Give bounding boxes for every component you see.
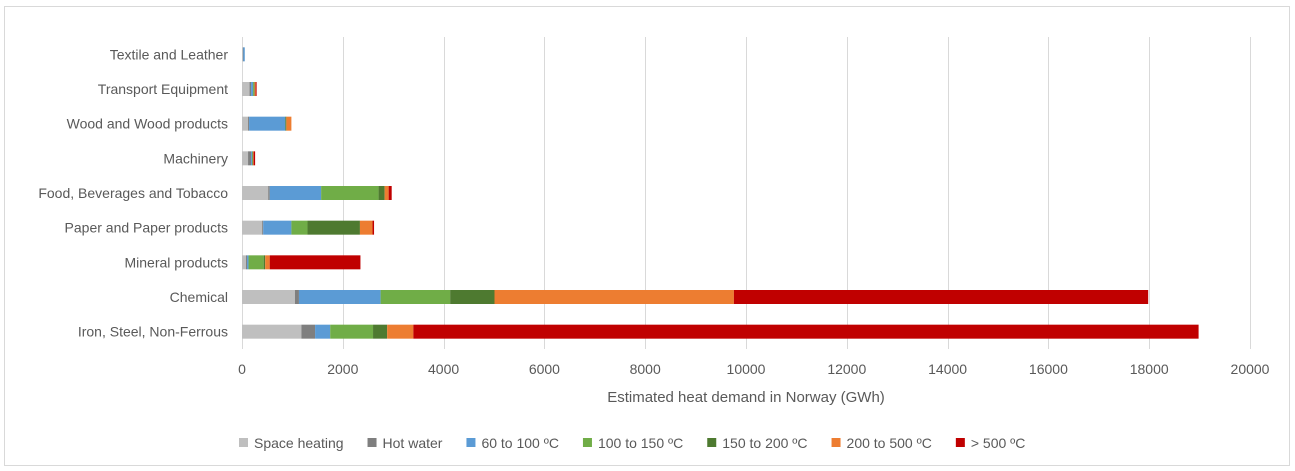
grid-lines: [242, 37, 1251, 349]
bar-segment: [269, 186, 322, 200]
bar-segment: [380, 290, 451, 304]
legend-swatch: [707, 438, 717, 447]
bar-segment: [242, 324, 302, 339]
category-label: Chemical: [170, 289, 228, 305]
bar-segment: [243, 47, 245, 62]
legend-swatch: [831, 438, 841, 447]
bar-segment: [494, 290, 734, 304]
bar-segment: [388, 186, 392, 200]
bar-segment: [450, 290, 495, 304]
legend: Space heating Hot water 60 to 100 ºC 100 to…: [239, 435, 1025, 451]
bar-segment: [252, 151, 254, 166]
bar-segment: [251, 151, 253, 166]
stacked-bar-chart: Textile and Leather Transport Equipment Wo…: [38, 37, 1270, 451]
bar-segment: [242, 82, 250, 96]
bar-segment: [413, 324, 1199, 339]
legend-label: > 500 ºC: [971, 435, 1026, 451]
bar-segment: [265, 255, 270, 270]
bar-segment: [243, 47, 244, 62]
bar-segment: [294, 290, 299, 304]
legend-label: 150 to 200 ºC: [722, 435, 807, 451]
bar-segment: [248, 151, 252, 166]
x-tick-label: 10000: [727, 361, 766, 377]
bar-segment: [252, 151, 253, 166]
bar-segment: [268, 186, 270, 200]
bar-segment: [251, 82, 254, 96]
category-label: Iron, Steel, Non-Ferrous: [78, 324, 228, 340]
category-label: Mineral products: [125, 254, 229, 270]
x-tick-label: 4000: [428, 361, 459, 377]
x-tick-label: 16000: [1029, 361, 1068, 377]
bar-segment: [262, 220, 264, 235]
bar-segment: [263, 220, 292, 235]
bar-segment: [249, 82, 252, 96]
legend-swatch: [239, 438, 248, 447]
category-label: Machinery: [163, 150, 228, 166]
x-tick-label: 2000: [327, 361, 358, 377]
bar-segment: [373, 324, 388, 339]
bar-segment: [248, 255, 264, 270]
category-label: Food, Beverages and Tobacco: [38, 185, 228, 201]
bar-segment: [242, 151, 249, 166]
bar-segment: [291, 220, 308, 235]
x-tick-labels: 0 2000 4000 6000 8000 10000 12000 14000 16000 180…: [238, 361, 1270, 377]
x-tick-label: 6000: [529, 361, 560, 377]
bar-segment: [263, 255, 266, 270]
bar-segment: [254, 82, 255, 96]
bars: [242, 47, 1199, 339]
bar-segment: [307, 220, 360, 235]
legend-swatch: [466, 438, 476, 447]
bar-segment: [253, 151, 254, 166]
category-labels: Textile and Leather Transport Equipment Wo…: [38, 46, 228, 339]
bar-segment: [253, 82, 255, 96]
category-label: Transport Equipment: [98, 81, 228, 97]
bar-segment: [247, 255, 249, 270]
bar-segment: [359, 220, 373, 235]
bar-segment: [315, 324, 331, 339]
bar-segment: [372, 220, 375, 235]
bar-segment: [253, 151, 256, 166]
bar-segment: [246, 255, 248, 270]
x-tick-label: 0: [238, 361, 246, 377]
chart-frame: Textile and Leather Transport Equipment Wo…: [4, 6, 1290, 466]
bar-segment: [249, 116, 286, 131]
bar-segment: [242, 255, 247, 270]
bar-segment: [242, 47, 244, 62]
bar-segment: [242, 220, 263, 235]
bar-segment: [285, 116, 287, 131]
category-label: Wood and Wood products: [67, 116, 228, 132]
legend-swatch: [582, 438, 592, 447]
bar-segment: [384, 186, 389, 200]
bar-segment: [733, 290, 1149, 304]
bar-segment: [242, 186, 269, 200]
bar-segment: [330, 324, 374, 339]
bar-segment: [387, 324, 414, 339]
bar-segment: [286, 116, 292, 131]
x-tick-label: 20000: [1231, 361, 1270, 377]
bar-segment: [269, 255, 361, 270]
bar-segment: [301, 324, 316, 339]
legend-label: 60 to 100 ºC: [481, 435, 559, 451]
bar-segment: [298, 290, 381, 304]
bar-segment: [242, 116, 249, 131]
x-axis-title: Estimated heat demand in Norway (GWh): [607, 389, 885, 406]
bar-segment: [254, 82, 256, 96]
category-label: Textile and Leather: [110, 46, 229, 62]
category-label: Paper and Paper products: [65, 220, 228, 236]
x-tick-label: 12000: [827, 361, 866, 377]
legend-swatch: [955, 438, 965, 447]
legend-label: 200 to 500 ºC: [847, 435, 932, 451]
x-tick-label: 18000: [1130, 361, 1169, 377]
bar-segment: [248, 116, 250, 131]
bar-segment: [242, 290, 295, 304]
bar-segment: [321, 186, 379, 200]
legend-label: 100 to 150 ºC: [598, 435, 683, 451]
legend-label: Space heating: [254, 435, 344, 451]
bar-segment: [255, 82, 257, 96]
x-tick-label: 14000: [928, 361, 967, 377]
bar-segment: [378, 186, 385, 200]
legend-swatch: [367, 438, 377, 447]
legend-label: Hot water: [383, 435, 443, 451]
x-tick-label: 8000: [630, 361, 661, 377]
